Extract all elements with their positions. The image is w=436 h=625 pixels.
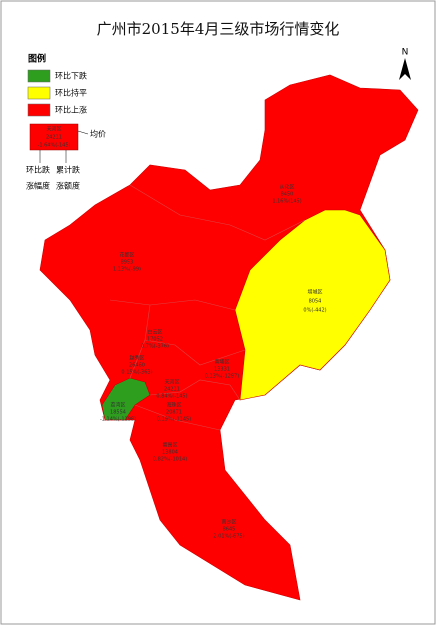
district-price: 24211 — [164, 387, 180, 393]
district-name: 越秀区 — [129, 355, 144, 362]
anno-price: 均价 — [90, 129, 106, 139]
district-price: 8645 — [223, 527, 236, 533]
district-name: 番禺区 — [162, 442, 177, 449]
district-change: 0.84%(-145) — [156, 394, 187, 400]
legend-swatch — [27, 86, 51, 100]
district-name: 从化区 — [279, 184, 294, 191]
district-name: 海珠区 — [166, 402, 181, 409]
region-rise — [39, 74, 419, 601]
district-price: 8054 — [309, 299, 322, 305]
legend-title: 图例 — [28, 53, 46, 65]
district-change: 0.15%(-363) — [121, 370, 152, 376]
anno-rate: 环比跌 — [26, 165, 50, 175]
map-title: 广州市2015年4月三级市场行情变化 — [97, 20, 340, 38]
district-change: 0.82%(-1014) — [153, 457, 187, 463]
district-change: 2.01%(-675) — [213, 534, 244, 540]
region-flat — [234, 209, 391, 401]
sample-price: 24211 — [46, 135, 62, 141]
district-price: 17052 — [147, 337, 163, 343]
sample-name: 天河区 — [46, 126, 61, 133]
district-name: 白云区 — [147, 329, 162, 336]
district-name: 增城区 — [307, 289, 322, 296]
district-change: 0.13%(-1287) — [205, 374, 239, 380]
legend-label: 环比下跌 — [55, 71, 87, 81]
sample-change: -1.64%(-145) — [38, 143, 71, 149]
district-price: 26460 — [129, 363, 145, 369]
legend-sample-box — [29, 123, 79, 151]
district-name: 天河区 — [164, 379, 179, 386]
district-change: 1.13%(-99) — [113, 267, 141, 273]
district-price: 13804 — [162, 450, 178, 456]
district-change: 0%(-442) — [303, 308, 326, 314]
district-borders — [109, 184, 306, 431]
anno-sum: 累计跌 — [56, 165, 80, 175]
district-change: -1.14%(-1198) — [100, 417, 136, 423]
anno-rate: 涨幅度 — [26, 181, 50, 191]
district-name: 南沙区 — [221, 519, 236, 526]
anno-sum: 涨额度 — [56, 181, 80, 191]
district-name: 荔湾区 — [110, 402, 125, 409]
district-change: 0.19%(-1145) — [157, 417, 191, 423]
north-arrow: N — [399, 48, 411, 80]
district-price: 8953 — [121, 260, 134, 266]
legend-swatch — [27, 69, 51, 83]
district-price: 13331 — [214, 367, 230, 373]
legend-swatch — [27, 103, 51, 117]
district-change: 0.7%(-376) — [141, 344, 169, 350]
district-price: 20871 — [166, 410, 182, 416]
district-price: 18554 — [110, 410, 126, 416]
legend-label: 环比上涨 — [55, 105, 87, 115]
legend-label: 环比持平 — [55, 88, 87, 98]
district-name: 黄埔区 — [214, 359, 229, 366]
district-change: 1.16%(145) — [272, 199, 301, 205]
north-label: N — [402, 48, 409, 58]
district-price: 8450 — [281, 192, 294, 198]
district-name: 花都区 — [119, 252, 134, 259]
